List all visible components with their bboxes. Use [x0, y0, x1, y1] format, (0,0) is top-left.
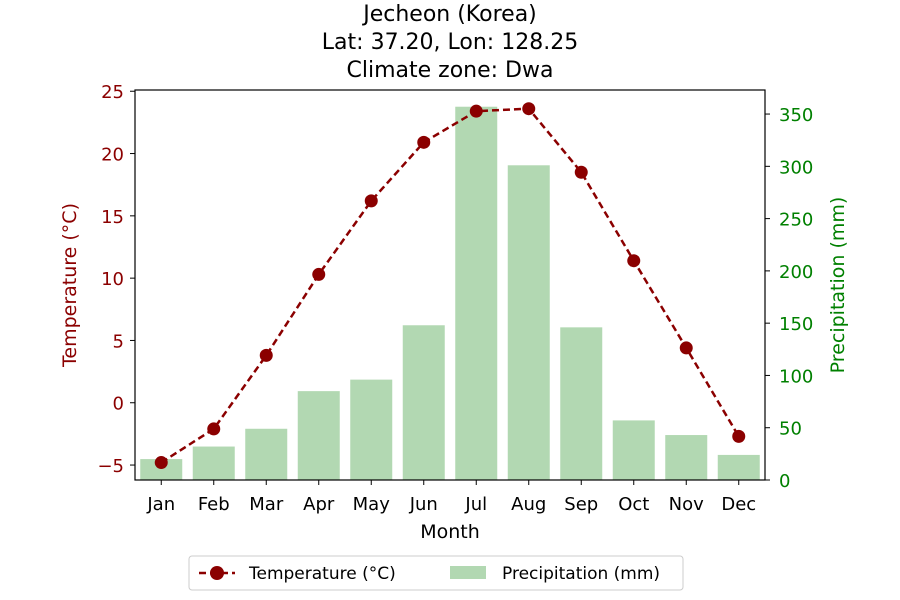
temperature-point-feb — [207, 422, 221, 436]
right-tick-label: 0 — [779, 471, 790, 492]
legend-precipitation-swatch — [450, 566, 486, 579]
legend-precipitation-label: Precipitation (mm) — [502, 564, 660, 584]
right-tick-label: 100 — [779, 366, 813, 387]
legend-box — [188, 555, 684, 591]
chart-title-line-3: Climate zone: Dwa — [347, 58, 554, 83]
temperature-point-dec — [732, 429, 746, 443]
precipitation-bar-sep — [560, 327, 603, 480]
precipitation-bar-may — [350, 379, 393, 480]
right-tick-label: 250 — [779, 210, 813, 231]
temperature-point-mar — [259, 348, 273, 362]
left-tick-label: 0 — [113, 394, 124, 415]
x-tick-label: Jan — [146, 494, 175, 515]
legend: Temperature (°C) Precipitation (mm) — [188, 555, 684, 591]
precipitation-bar-mar — [245, 428, 288, 480]
left-tick-label: 15 — [101, 207, 124, 228]
x-tick-label: Jul — [464, 494, 487, 515]
temperature-line — [154, 102, 746, 470]
plot-frame — [134, 89, 766, 481]
chart-title-line-1: Jecheon (Korea) — [361, 2, 537, 27]
right-axis-label: Precipitation (mm) — [827, 197, 849, 374]
temperature-point-apr — [312, 267, 326, 281]
x-tick-label: Sep — [564, 494, 598, 515]
right-axis-ticks: 0 50 100 150 200 250 300 350 — [765, 105, 813, 492]
x-tick-label: Oct — [618, 494, 649, 515]
chart-title-line-2: Lat: 37.20, Lon: 128.25 — [322, 30, 578, 55]
x-tick-label: Dec — [721, 494, 756, 515]
x-axis-ticks: Jan Feb Mar Apr May Jun Jul Aug Sep Oct Nov Dec — [146, 480, 756, 515]
x-tick-label: Aug — [511, 494, 546, 515]
precipitation-bars — [140, 106, 760, 481]
precipitation-bar-feb — [192, 446, 235, 480]
left-axis-label: Temperature (°C) — [59, 203, 81, 368]
precipitation-bar-jun — [402, 325, 445, 480]
x-tick-label: Feb — [198, 494, 230, 515]
x-tick-label: May — [353, 494, 391, 515]
right-tick-label: 200 — [779, 262, 813, 283]
precipitation-bar-dec — [717, 454, 760, 480]
x-tick-label: Apr — [303, 494, 335, 515]
right-tick-label: 50 — [779, 419, 802, 440]
precipitation-bar-oct — [612, 420, 655, 480]
precipitation-bar-aug — [507, 165, 550, 480]
x-axis-label: Month — [420, 521, 480, 543]
temperature-point-may — [364, 194, 378, 208]
temperature-point-nov — [679, 341, 693, 355]
left-tick-label: 10 — [101, 269, 124, 290]
legend-temperature-marker — [210, 566, 224, 580]
precipitation-bar-jul — [455, 106, 498, 481]
right-tick-label: 350 — [779, 105, 813, 126]
precipitation-bar-jan — [140, 459, 183, 480]
left-tick-label: −5 — [97, 456, 124, 477]
left-tick-label: 5 — [113, 331, 124, 352]
temperature-point-aug — [522, 102, 536, 116]
x-tick-label: Mar — [249, 494, 284, 515]
legend-temperature-label: Temperature (°C) — [248, 564, 396, 584]
precipitation-bar-apr — [297, 391, 340, 480]
temperature-point-sep — [574, 165, 588, 179]
temperature-point-oct — [627, 254, 641, 268]
temperature-point-jun — [417, 135, 431, 149]
x-tick-label: Jun — [409, 494, 438, 515]
right-tick-label: 150 — [779, 314, 813, 335]
right-tick-label: 300 — [779, 157, 813, 178]
chart-title: Jecheon (Korea) Lat: 37.20, Lon: 128.25 … — [322, 2, 578, 83]
temperature-point-jul — [469, 104, 483, 118]
precipitation-bar-nov — [665, 435, 708, 480]
left-tick-label: 25 — [101, 82, 124, 103]
temperature-point-jan — [154, 456, 168, 470]
temperature-series-line — [160, 107, 740, 464]
left-tick-label: 20 — [101, 145, 124, 166]
left-axis-ticks: −5 0 5 10 15 20 25 — [97, 82, 135, 477]
x-tick-label: Nov — [669, 494, 704, 515]
